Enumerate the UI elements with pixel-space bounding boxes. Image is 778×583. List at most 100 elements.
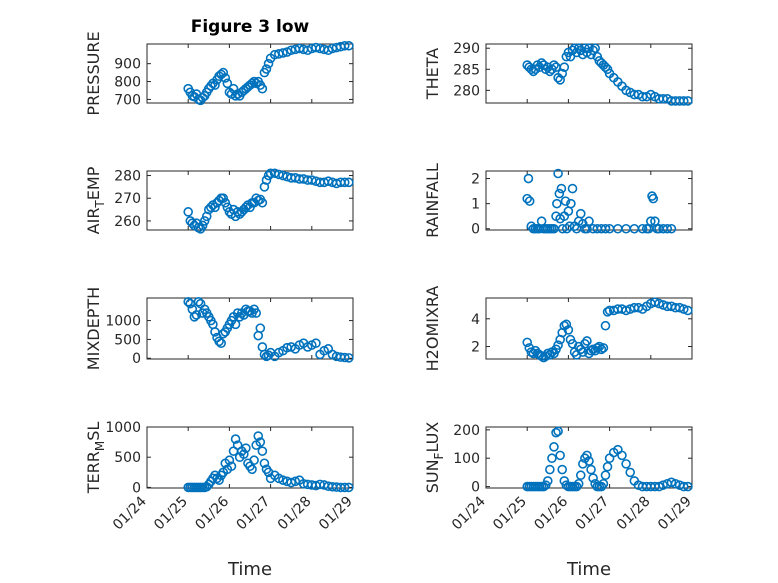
y-axis-label: RAINFALL — [423, 163, 442, 238]
data-point — [263, 58, 274, 69]
data-point — [617, 450, 627, 461]
data-series — [183, 168, 354, 234]
y-tick-label: 290 — [453, 41, 480, 57]
data-point — [600, 320, 611, 331]
y-tick-label: 500 — [114, 332, 141, 348]
data-point — [526, 347, 537, 357]
data-point — [592, 343, 603, 353]
data-point — [206, 202, 216, 213]
data-point — [524, 196, 535, 206]
y-tick-label: 200 — [453, 423, 480, 439]
data-point — [274, 169, 284, 180]
data-point — [232, 207, 243, 217]
subplot-2: 280 285 290 THETA — [423, 41, 693, 106]
data-point — [183, 296, 193, 307]
data-point — [552, 198, 562, 209]
data-point — [189, 312, 200, 322]
x-tick-label: 01/25 — [151, 494, 191, 534]
data-point — [683, 481, 693, 492]
data-point — [549, 442, 559, 452]
data-point — [269, 168, 280, 179]
x-tick-label: 01/24 — [110, 493, 150, 533]
data-point — [549, 60, 559, 70]
data-point — [566, 198, 576, 209]
data-point — [683, 305, 693, 316]
data-series — [522, 168, 677, 234]
data-point — [560, 196, 571, 206]
data-point — [197, 220, 208, 231]
y-tick-label: 0 — [471, 222, 480, 238]
data-point — [261, 64, 272, 74]
y-tick-label: 0 — [132, 351, 141, 367]
data-point — [670, 478, 681, 489]
y-tick-label: 1000 — [105, 314, 141, 330]
data-point — [683, 96, 693, 106]
subplot-4: 0 1 2 RAINFALL — [423, 163, 693, 238]
data-point — [588, 473, 598, 483]
y-tick-label: 285 — [453, 62, 480, 78]
data-point — [658, 480, 668, 490]
axes-frame — [146, 426, 354, 489]
data-point — [573, 478, 584, 489]
x-axis-label: Time — [227, 559, 272, 580]
data-point — [678, 304, 689, 314]
data-point — [598, 478, 609, 489]
data-point — [247, 464, 257, 475]
data-series — [522, 297, 693, 363]
y-tick-label: 260 — [114, 214, 141, 230]
y-tick-label: 800 — [114, 75, 141, 91]
data-point — [193, 296, 204, 307]
data-point — [278, 170, 288, 181]
y-axis-label: AIRTEMP — [84, 166, 107, 234]
data-point — [191, 310, 202, 320]
data-point — [645, 216, 656, 227]
data-point — [214, 475, 224, 485]
data-point — [625, 467, 636, 478]
data-point — [678, 96, 689, 106]
data-point — [253, 431, 264, 441]
data-point — [183, 207, 193, 217]
data-point — [230, 319, 241, 330]
y-axis-label: PRESSURE — [84, 31, 103, 115]
y-tick-label: 500 — [114, 450, 141, 466]
data-point — [339, 177, 350, 188]
data-point — [542, 476, 553, 486]
data-point — [590, 43, 600, 54]
data-point — [637, 223, 648, 234]
data-point — [586, 464, 596, 475]
data-point — [251, 193, 261, 204]
data-point — [263, 170, 274, 181]
data-point — [596, 344, 607, 355]
data-point — [218, 67, 229, 78]
y-tick-label: 2 — [471, 340, 480, 356]
data-point — [674, 302, 685, 313]
data-point — [621, 459, 631, 469]
data-point — [210, 80, 220, 90]
data-point — [621, 305, 631, 316]
x-tick-label: 01/26 — [192, 493, 232, 533]
data-point — [557, 68, 568, 79]
y-axis-label: THETA — [423, 48, 442, 100]
data-point — [666, 223, 677, 234]
data-point — [666, 477, 677, 488]
data-point — [255, 323, 266, 333]
data-point — [545, 464, 555, 475]
data-point — [187, 218, 198, 228]
data-point — [222, 78, 233, 89]
data-point — [650, 297, 660, 307]
data-series — [183, 296, 354, 363]
data-point — [344, 482, 354, 493]
data-point — [257, 197, 268, 208]
data-point — [600, 470, 611, 481]
data-point — [654, 298, 664, 309]
y-axis-label: H2OMIXRA — [423, 286, 442, 372]
data-point — [257, 83, 268, 94]
data-point — [239, 449, 249, 459]
y-tick-label: 100 — [453, 451, 480, 467]
y-tick-label: 280 — [114, 169, 141, 185]
data-point — [575, 470, 586, 481]
y-tick-label: 1 — [471, 197, 480, 213]
data-point — [547, 453, 557, 464]
